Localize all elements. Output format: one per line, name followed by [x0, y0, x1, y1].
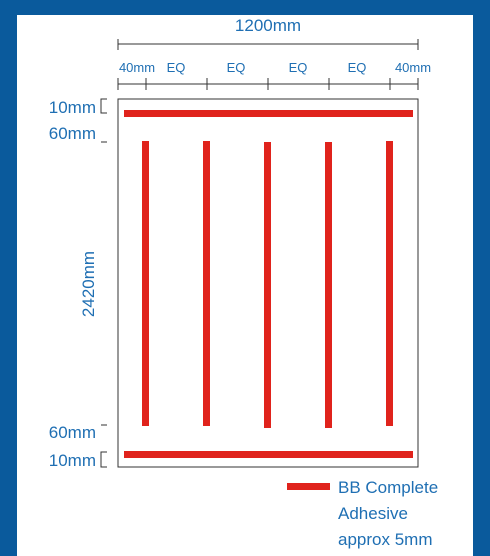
spacing-label-eq-1: EQ	[167, 60, 186, 75]
legend-line-2: Adhesive	[338, 504, 408, 523]
adhesive-strip-vertical-2	[203, 141, 210, 426]
spacing-label-eq-3: EQ	[289, 60, 308, 75]
legend-line-3: approx 5mm	[338, 530, 432, 549]
spacing-labels: 40mm EQ EQ EQ EQ 40mm	[119, 60, 431, 75]
adhesive-strip-vertical-4	[325, 142, 332, 428]
width-label: 1200mm	[235, 16, 301, 35]
top-offset-label: 10mm	[49, 98, 96, 117]
legend-line-1: BB Complete	[338, 478, 438, 497]
left-dimension-brackets	[100, 98, 107, 468]
legend-swatch	[287, 483, 330, 490]
spacing-label-eq-4: EQ	[348, 60, 367, 75]
spacing-label-eq-2: EQ	[227, 60, 246, 75]
adhesive-strip-vertical-1	[142, 141, 149, 426]
width-dimension-line	[117, 39, 419, 50]
spacing-dimension-line	[117, 78, 419, 90]
adhesive-strip-vertical-3	[264, 142, 271, 428]
spacing-label-right: 40mm	[395, 60, 431, 75]
top-gap-label: 60mm	[49, 124, 96, 143]
bottom-gap-label: 60mm	[49, 423, 96, 442]
spacing-label-left: 40mm	[119, 60, 155, 75]
adhesive-strip-top	[124, 110, 413, 117]
adhesive-strip-vertical-5	[386, 141, 393, 426]
adhesive-strip-bottom	[124, 451, 413, 458]
height-label: 2420mm	[79, 251, 98, 317]
bottom-offset-label: 10mm	[49, 451, 96, 470]
